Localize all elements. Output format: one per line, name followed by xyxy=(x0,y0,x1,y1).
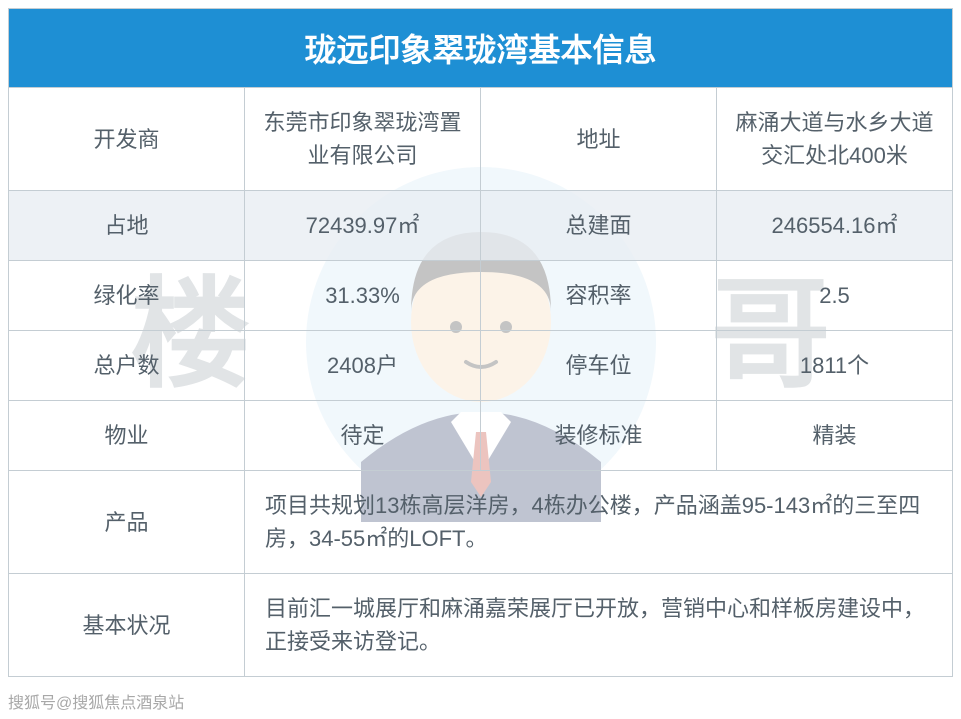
row4-label1: 物业 xyxy=(9,401,245,471)
row0-label2: 地址 xyxy=(481,88,717,191)
info-table: 珑远印象翠珑湾基本信息 开发商 东莞市印象翠珑湾置业有限公司 地址 麻涌大道与水… xyxy=(8,8,953,677)
footer-attribution: 搜狐号@搜狐焦点酒泉站 xyxy=(8,689,184,713)
wide0-label: 产品 xyxy=(9,471,245,574)
wide1-label: 基本状况 xyxy=(9,574,245,677)
table-row: 开发商 东莞市印象翠珑湾置业有限公司 地址 麻涌大道与水乡大道交汇处北400米 xyxy=(9,88,953,191)
row0-value2: 麻涌大道与水乡大道交汇处北400米 xyxy=(717,88,953,191)
row2-value2: 2.5 xyxy=(717,261,953,331)
table-row: 绿化率 31.33% 容积率 2.5 xyxy=(9,261,953,331)
row2-value1: 31.33% xyxy=(245,261,481,331)
row1-value1: 72439.97㎡ xyxy=(245,191,481,261)
row3-value1: 2408户 xyxy=(245,331,481,401)
row2-label2: 容积率 xyxy=(481,261,717,331)
row1-label2: 总建面 xyxy=(481,191,717,261)
row0-label1: 开发商 xyxy=(9,88,245,191)
row3-value2: 1811个 xyxy=(717,331,953,401)
row4-label2: 装修标准 xyxy=(481,401,717,471)
row1-value2: 246554.16㎡ xyxy=(717,191,953,261)
table-row: 基本状况 目前汇一城展厅和麻涌嘉荣展厅已开放，营销中心和样板房建设中，正接受来访… xyxy=(9,574,953,677)
row3-label2: 停车位 xyxy=(481,331,717,401)
table-title: 珑远印象翠珑湾基本信息 xyxy=(9,9,953,88)
table-row: 产品 项目共规划13栋高层洋房，4栋办公楼，产品涵盖95-143㎡的三至四房，3… xyxy=(9,471,953,574)
row3-label1: 总户数 xyxy=(9,331,245,401)
row2-label1: 绿化率 xyxy=(9,261,245,331)
table-row: 占地 72439.97㎡ 总建面 246554.16㎡ xyxy=(9,191,953,261)
wide0-value: 项目共规划13栋高层洋房，4栋办公楼，产品涵盖95-143㎡的三至四房，34-5… xyxy=(245,471,953,574)
table-row: 物业 待定 装修标准 精装 xyxy=(9,401,953,471)
wide1-value: 目前汇一城展厅和麻涌嘉荣展厅已开放，营销中心和样板房建设中，正接受来访登记。 xyxy=(245,574,953,677)
row4-value1: 待定 xyxy=(245,401,481,471)
row0-value1: 东莞市印象翠珑湾置业有限公司 xyxy=(245,88,481,191)
row1-label1: 占地 xyxy=(9,191,245,261)
row4-value2: 精装 xyxy=(717,401,953,471)
table-row: 总户数 2408户 停车位 1811个 xyxy=(9,331,953,401)
